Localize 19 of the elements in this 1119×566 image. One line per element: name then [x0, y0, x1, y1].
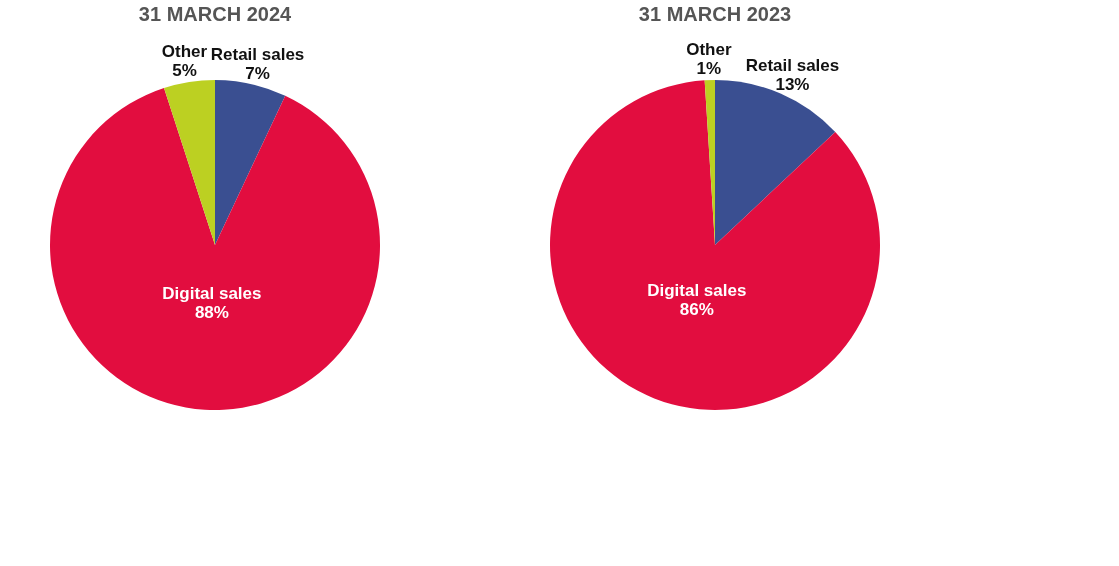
data-label: 7%	[245, 63, 270, 83]
slice-label: Retail sales	[210, 44, 305, 64]
slice-label: Retail sales	[745, 56, 840, 76]
slice-label: Digital sales	[162, 284, 262, 304]
chart-title: 31 MARCH 2023	[638, 3, 792, 25]
slice-label: Other	[161, 42, 208, 62]
data-label: 1%	[696, 59, 722, 79]
slice-label: Digital sales	[647, 281, 747, 301]
data-label: 88%	[194, 303, 229, 323]
chart-title: 31 MARCH 2024	[138, 3, 293, 25]
pie-slice	[715, 80, 836, 245]
data-label: 13%	[775, 75, 810, 95]
pie-slice	[164, 80, 215, 245]
data-label: 86%	[679, 300, 714, 320]
slice-label: Other	[686, 40, 732, 60]
pie-slice	[215, 80, 286, 245]
pie-slice	[50, 88, 380, 410]
data-label: 5%	[172, 61, 197, 81]
pie-slice	[550, 80, 880, 410]
